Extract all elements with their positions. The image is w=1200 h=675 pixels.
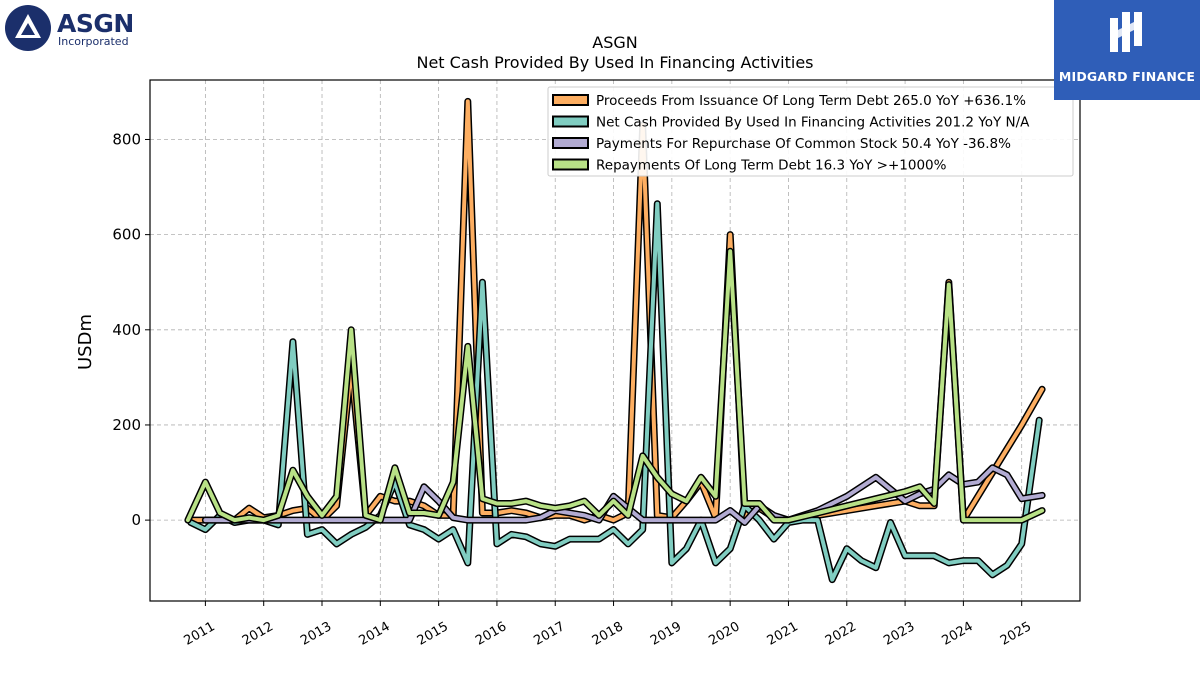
y-tick-label: 800 — [112, 130, 141, 148]
x-tick-label: 2023 — [881, 619, 917, 649]
legend: Proceeds From Issuance Of Long Term Debt… — [547, 86, 1074, 177]
legend-swatch — [552, 94, 589, 106]
legend-swatch — [552, 158, 589, 171]
x-axis: 2011 2012 2013 2014 2015 2016 2017 2018 2019 2020… — [182, 601, 1034, 649]
asgn-logo-sub: Incorporated — [58, 35, 129, 48]
legend-swatch — [552, 137, 589, 149]
legend-swatch — [552, 115, 589, 128]
series-lines — [184, 97, 1046, 584]
legend-label: Payments For Repurchase Of Common Stock … — [596, 136, 1011, 152]
chart-title: ASGN — [592, 33, 637, 52]
y-axis: 0 200 400 600 800 — [112, 130, 150, 529]
x-tick-label: 2011 — [182, 619, 218, 649]
series-line-net-cash-provided-by-used-in-financing-activities — [188, 201, 1042, 582]
y-tick-label: 200 — [112, 416, 141, 434]
legend-label: Proceeds From Issuance Of Long Term Debt… — [596, 93, 1026, 109]
midgard-emblem-icon — [1110, 12, 1142, 52]
asgn-logo: ASGN Incorporated — [5, 5, 155, 53]
plot-frame — [149, 79, 1081, 602]
series-outline-repayments-of-long-term-debt — [184, 247, 1046, 524]
x-tick-label: 2013 — [298, 619, 334, 649]
legend-label: Net Cash Provided By Used In Financing A… — [596, 115, 1030, 131]
series-line-repayments-of-long-term-debt — [185, 249, 1045, 523]
x-tick-label: 2024 — [940, 619, 976, 649]
x-tick-label: 2015 — [415, 619, 451, 649]
x-tick-label: 2025 — [998, 619, 1034, 649]
x-tick-label: 2019 — [648, 619, 684, 649]
asgn-logo-name: ASGN — [57, 9, 134, 38]
x-tick-label: 2018 — [590, 619, 626, 649]
y-tick-label: 600 — [112, 226, 141, 244]
midgard-finance-badge: MIDGARD FINANCE — [1054, 0, 1200, 100]
legend-frame — [547, 86, 1074, 177]
x-tick-label: 2017 — [531, 619, 567, 649]
provider-name: MIDGARD FINANCE — [1058, 69, 1196, 84]
y-tick-label: 0 — [131, 511, 141, 529]
chart-subtitle: Net Cash Provided By Used In Financing A… — [416, 53, 813, 72]
y-tick-label: 400 — [112, 321, 141, 339]
x-tick-label: 2021 — [765, 619, 801, 649]
x-tick-label: 2012 — [240, 619, 276, 649]
asgn-triangle-icon — [5, 5, 51, 51]
x-tick-label: 2020 — [706, 619, 742, 649]
x-tick-label: 2016 — [473, 619, 509, 649]
y-axis-label: USDm — [75, 314, 96, 370]
x-tick-label: 2014 — [356, 619, 392, 649]
legend-label: Repayments Of Long Term Debt 16.3 YoY >+… — [596, 158, 947, 174]
series-line-payments-for-repurchase-of-common-stock — [203, 465, 1045, 525]
x-tick-label: 2022 — [823, 619, 859, 649]
